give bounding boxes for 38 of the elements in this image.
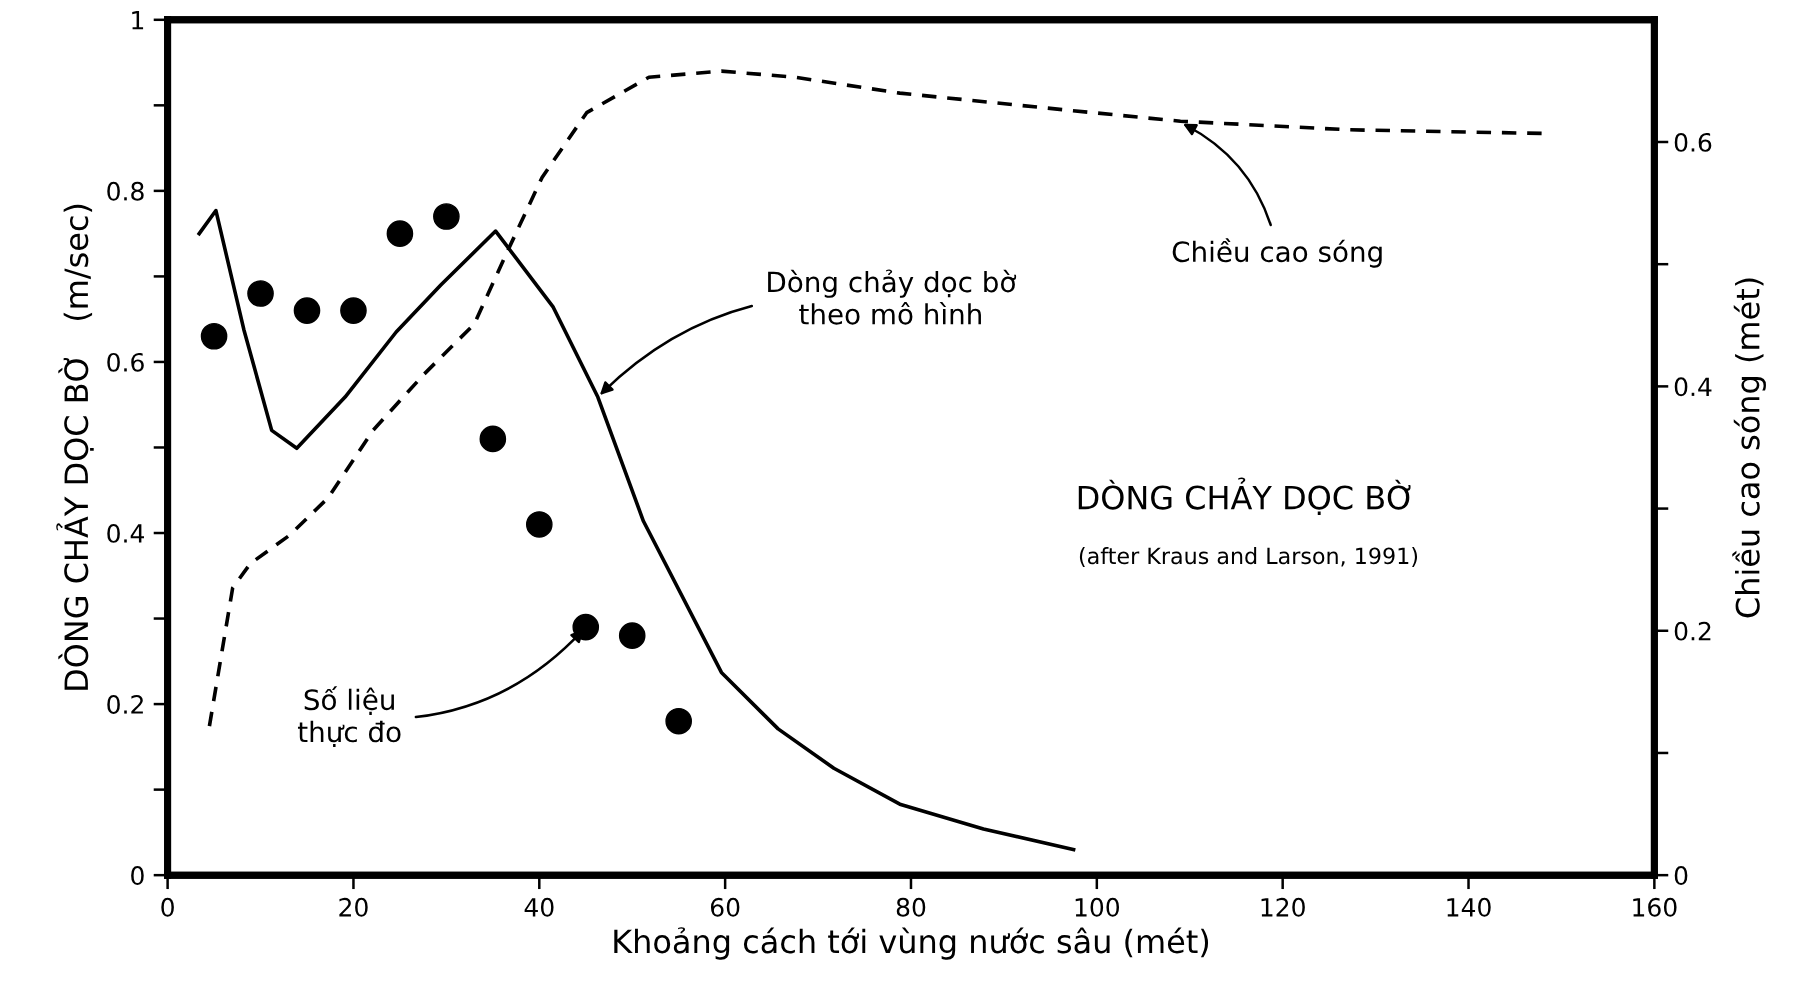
point: [433, 203, 460, 230]
x-tick-label: 120: [1261, 897, 1305, 917]
point: [293, 297, 321, 324]
y2-tick-label: 0.4: [1674, 377, 1712, 397]
y2-tick-label: 0.2: [1674, 621, 1711, 641]
point: [200, 322, 228, 350]
y-tick-label: 1: [132, 11, 144, 30]
annotation: Chiều cao sóng: [1172, 238, 1382, 268]
point: [525, 511, 553, 538]
y-tick-label: 0.4: [107, 523, 144, 543]
x-tick-label: 40: [524, 897, 554, 917]
annotation: Dòng chảy dọc bờ theo mô hình: [768, 269, 1017, 325]
y-tick-label: 0: [131, 866, 144, 886]
point: [665, 707, 692, 735]
y2-tick-label: 0.6: [1674, 132, 1712, 152]
point: [247, 280, 274, 307]
x-tick-label: 20: [339, 897, 368, 917]
point: [479, 425, 507, 453]
x-tick-label: 0: [161, 897, 174, 917]
y-tick-label: 0.8: [107, 181, 144, 201]
x-axis-title: Khoảng cách tới vùng nước sâu (mét): [614, 927, 1209, 960]
x-tick-label: 140: [1447, 897, 1491, 917]
point: [618, 622, 646, 649]
y2-axis-title: Chiều cao sóng (mét): [1732, 278, 1766, 618]
x-tick-label: 80: [896, 897, 926, 917]
annotation: Số liệu thực đo: [297, 686, 401, 748]
x-tick-label: 160: [1633, 897, 1677, 917]
point: [386, 220, 414, 247]
point: [572, 613, 600, 641]
y-tick-label: 0.2: [107, 695, 143, 714]
point: [340, 297, 367, 324]
y-axis-title: DÒNG CHẢY DỌC BỜ (m/sec): [56, 204, 94, 690]
y2-tick-label: 0: [1674, 866, 1688, 886]
x-tick-label: 100: [1075, 897, 1120, 917]
annotation: DÒNG CHẢY DỌC BỜ: [1078, 477, 1411, 516]
x-tick-label: 60: [710, 897, 740, 917]
y-tick-label: 0.6: [107, 352, 144, 372]
annotation: (after Kraus and Larson, 1991): [1079, 547, 1418, 567]
